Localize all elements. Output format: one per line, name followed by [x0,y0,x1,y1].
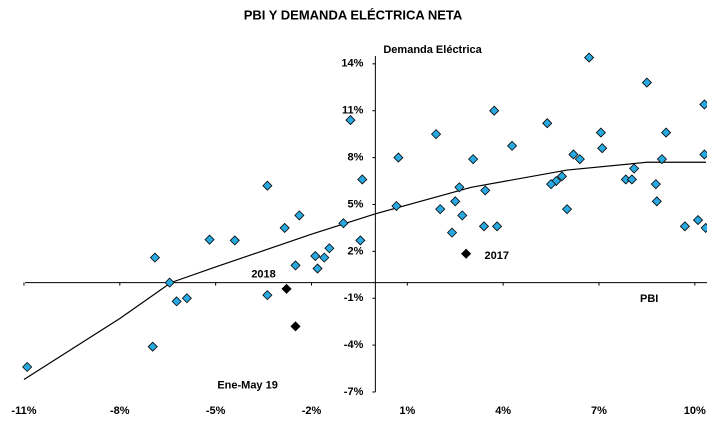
x-axis-label: PBI [640,293,658,305]
point [338,218,349,229]
y-tick-label: 5% [347,198,363,210]
point [454,182,465,193]
point [181,293,192,304]
point [22,361,33,373]
point [597,143,608,154]
point [171,296,182,307]
y-tick-label: 8% [347,151,363,163]
annotation: 2017 [485,250,509,262]
y-tick-label: -1% [344,292,364,304]
point [584,52,595,63]
trendline [23,161,706,381]
point [656,154,667,165]
point [556,171,567,182]
x-tick-label: -11% [11,405,36,417]
point [290,260,301,271]
y-tick-label: 11% [342,105,364,117]
x-tick-label: 10% [684,405,706,417]
point [699,99,707,110]
point [492,221,503,232]
point [699,149,707,160]
point [641,77,652,88]
point [507,140,518,151]
point [164,277,175,288]
point [574,154,585,165]
x-tick-label: -8% [110,405,130,417]
x-tick-label: 7% [591,405,607,417]
point [204,234,215,245]
point [319,252,330,263]
y-tick-label: 14% [341,58,363,70]
annotation: Ene-May 19 [217,380,278,392]
point [290,321,301,332]
y-axis-label: Demanda Eléctrica [383,44,482,56]
point [626,174,637,185]
point [393,152,404,163]
x-tick-label: -2% [302,405,322,417]
point [568,149,579,160]
y-tick-label: 2% [347,245,363,257]
point [229,235,240,246]
x-tick-label: 1% [399,405,415,417]
point [310,250,321,262]
point [281,283,292,294]
annotation: 2018 [251,269,275,281]
point [478,221,490,232]
point [147,341,158,352]
point [651,196,662,207]
point [542,118,553,129]
point [357,174,368,185]
y-tick-label: -7% [344,386,364,398]
point [650,179,661,190]
point [692,215,704,226]
point [391,200,402,212]
point [700,222,707,233]
point [546,179,557,190]
point [561,204,573,215]
point [435,204,446,215]
point [480,185,491,196]
point [262,180,273,191]
point [149,252,161,263]
point [661,127,672,138]
point [629,163,640,174]
point [468,154,479,165]
point [457,210,468,221]
point [324,243,335,254]
point [461,248,472,259]
point [446,227,458,238]
x-tick-label: 4% [495,405,511,417]
point [489,105,500,116]
point [450,196,461,207]
point [679,221,690,232]
point [279,222,290,233]
chart-title: PBI Y DEMANDA ELÉCTRICA NETA [244,7,463,22]
point [312,263,323,274]
y-tick-label: -4% [344,339,364,351]
point [345,115,356,126]
point [595,127,606,138]
point [294,210,305,221]
point [355,235,366,246]
point [262,290,273,301]
x-tick-label: -5% [206,405,226,417]
point [430,129,442,140]
